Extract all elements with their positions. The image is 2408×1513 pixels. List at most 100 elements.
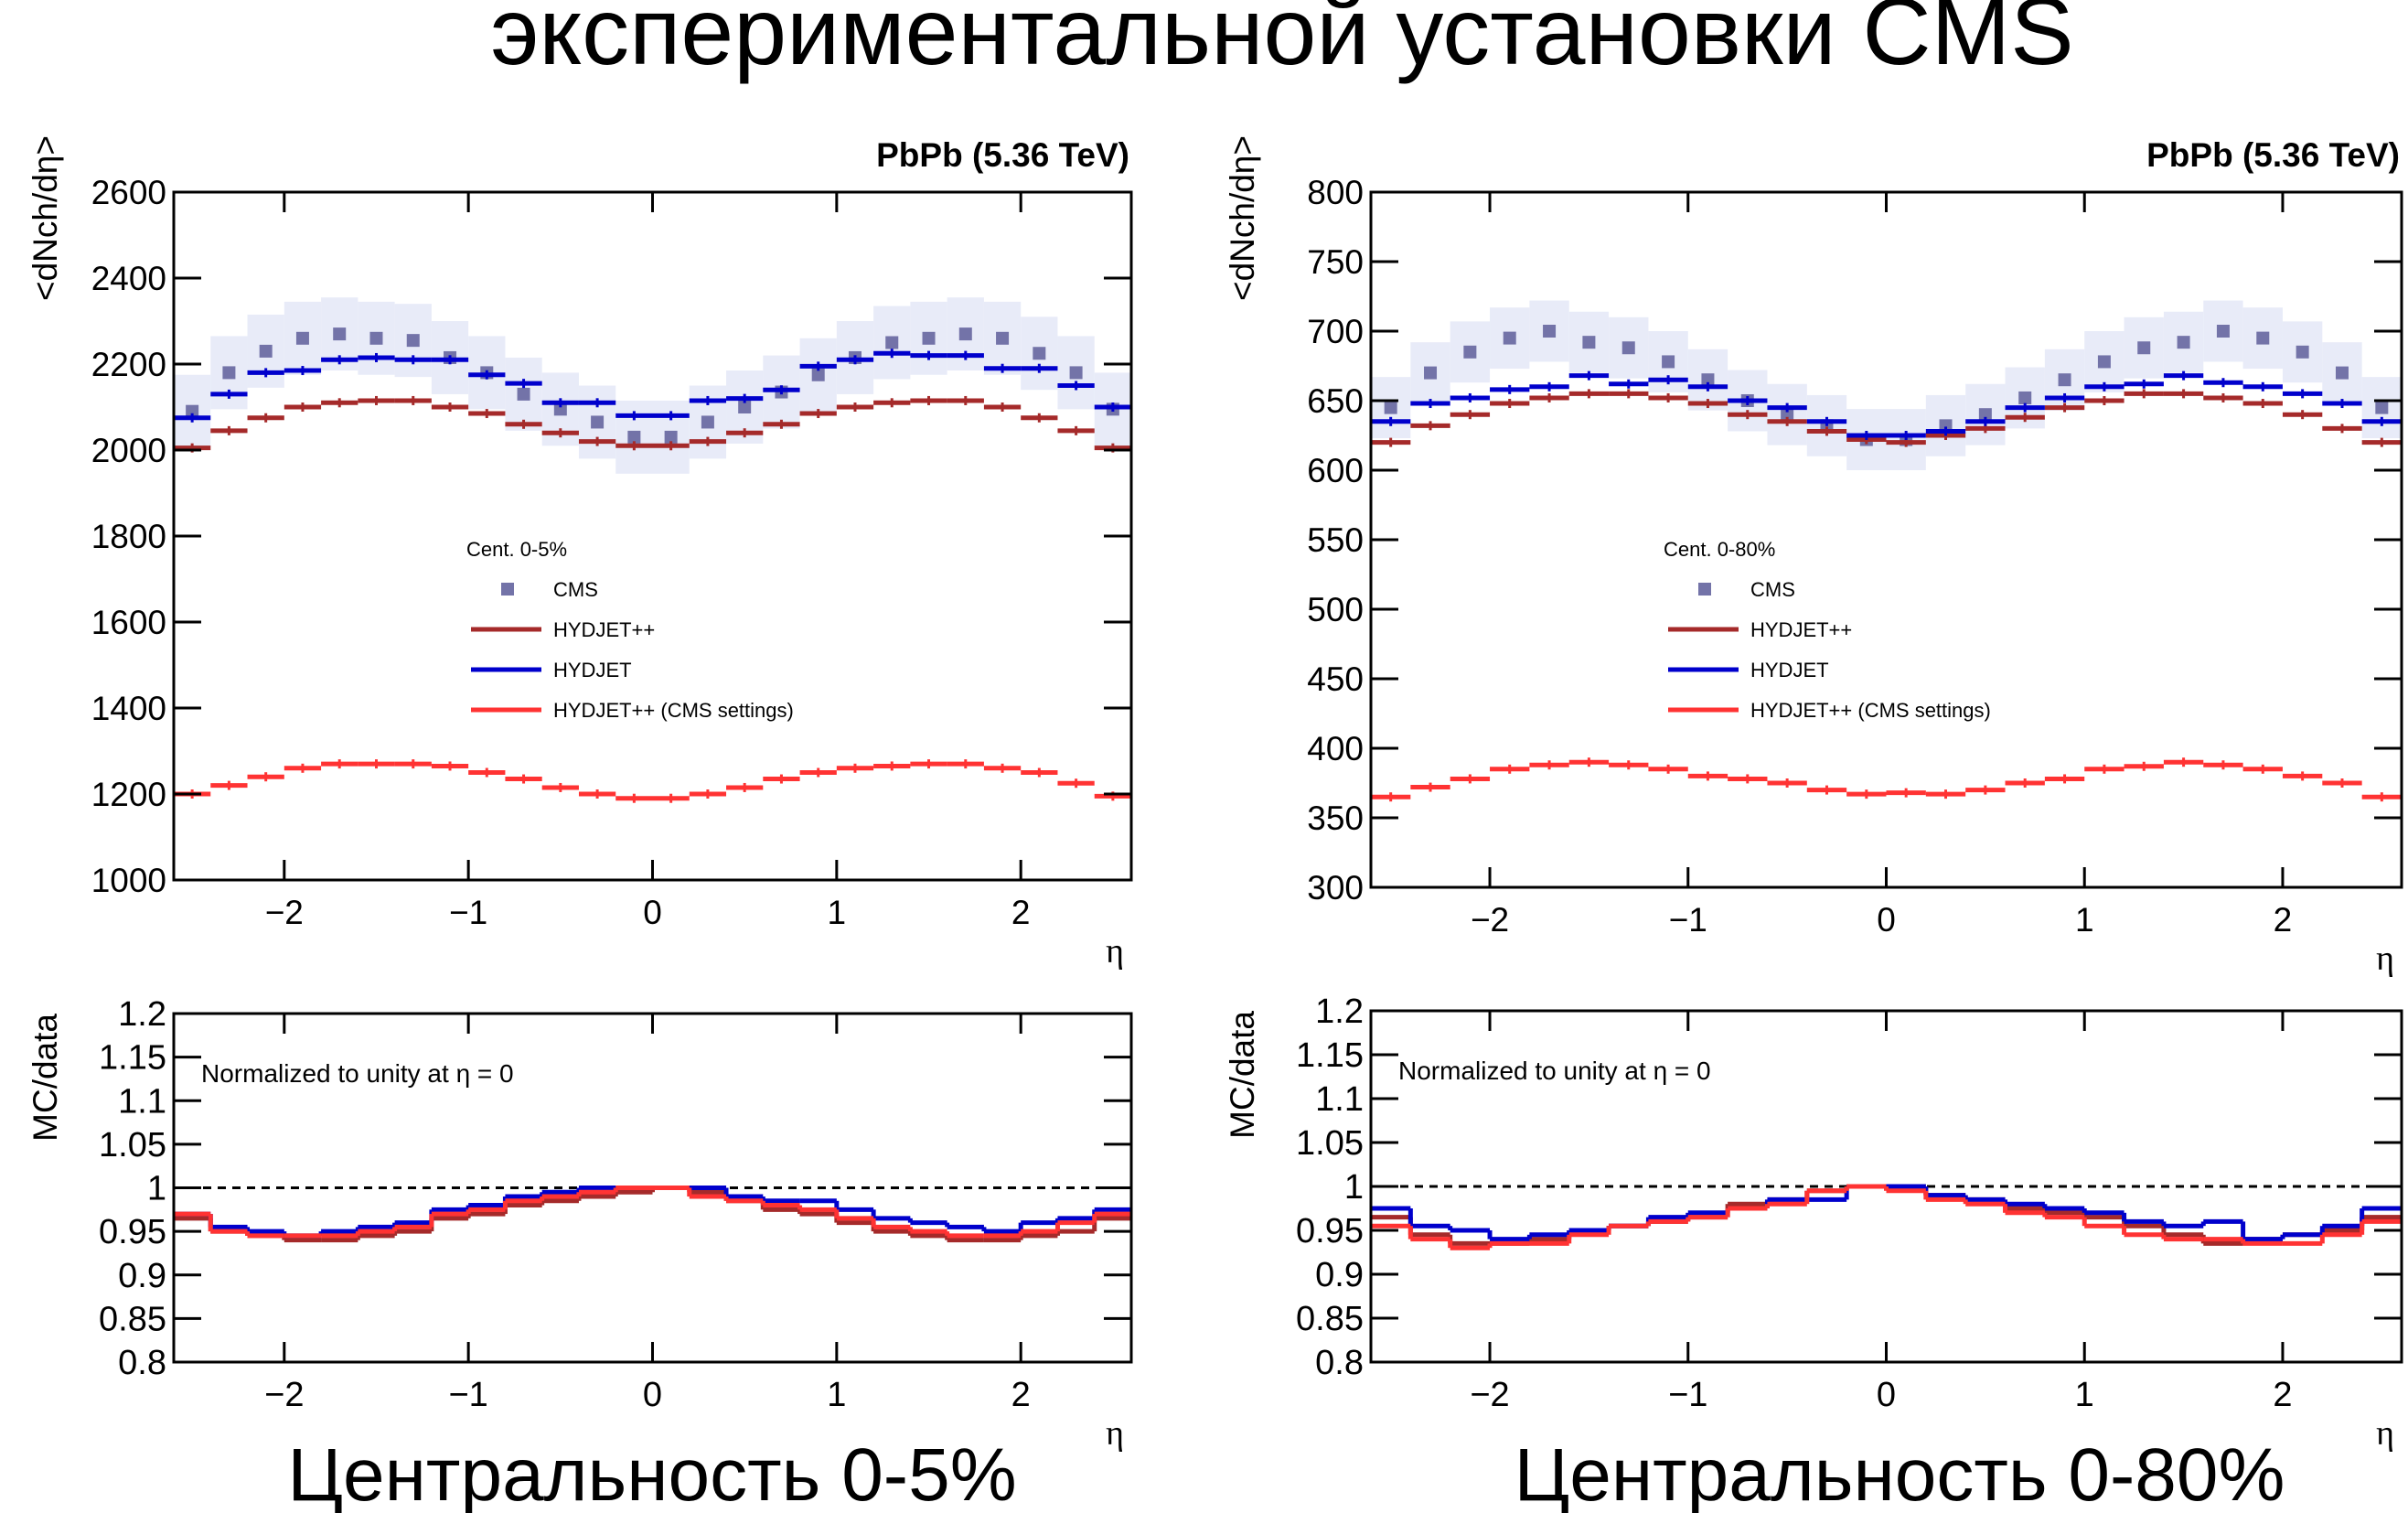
x-tick-label: −1 [1668, 1376, 1707, 1414]
data-point [2335, 366, 2349, 380]
data-point [1503, 331, 1516, 345]
y-tick-label: 2000 [91, 432, 166, 469]
panel-title: PbPb (5.36 TeV) [2146, 136, 2400, 174]
data-point [2137, 341, 2151, 355]
y-tick-label: 2400 [91, 260, 166, 297]
y-tick-label: 1800 [91, 518, 166, 555]
data-point [1033, 347, 1046, 360]
panel-title: PbPb (5.36 TeV) [876, 136, 1129, 174]
data-point [1781, 408, 1794, 422]
y-tick-label: 550 [1307, 521, 1364, 559]
y-tick-label: 1 [147, 1170, 166, 1208]
x-tick-label: 0 [643, 1376, 662, 1414]
data-point [1424, 366, 1438, 380]
y-tick-label: 1000 [91, 862, 166, 899]
y-axis-label: MC/data [1224, 1011, 1261, 1139]
data-point [369, 331, 383, 345]
y-tick-label: 1.15 [99, 1039, 166, 1078]
data-point [664, 430, 678, 444]
y-tick-label: 0.8 [118, 1344, 166, 1382]
data-point [333, 327, 347, 341]
y-tick-label: 0.9 [1315, 1256, 1364, 1294]
data-point [811, 368, 825, 381]
data-point [701, 415, 714, 429]
x-tick-label: 1 [2075, 901, 2094, 939]
y-tick-label: 1.05 [1296, 1124, 1364, 1163]
x-tick-label: 0 [643, 894, 662, 931]
data-point [996, 331, 1010, 345]
data-point [922, 331, 936, 345]
data-point [2058, 373, 2071, 387]
legend-marker [1698, 583, 1711, 596]
y-tick-label: 1.2 [1315, 993, 1364, 1031]
data-point [2375, 401, 2389, 414]
data-point [2216, 325, 2230, 338]
y-tick-label: 600 [1307, 452, 1364, 489]
x-tick-label: 0 [1877, 1376, 1896, 1414]
y-tick-label: 350 [1307, 799, 1364, 837]
data-point [738, 401, 752, 413]
y-axis-label: <dNch/dη> [27, 135, 64, 301]
annotation: Normalized to unity at η = 0 [1398, 1057, 1711, 1085]
data-point [885, 336, 899, 349]
data-point [517, 387, 530, 401]
data-point [1543, 325, 1557, 338]
legend-label: CMS [553, 578, 598, 601]
legend-label: HYDJET++ [553, 618, 655, 641]
data-point [1662, 355, 1675, 369]
y-tick-label: 0.95 [99, 1213, 166, 1251]
data-point [295, 331, 309, 345]
y-tick-label: 1 [1344, 1168, 1364, 1207]
y-tick-label: 2600 [91, 174, 166, 211]
y-tick-label: 800 [1307, 174, 1364, 211]
x-tick-label: −1 [448, 1376, 487, 1414]
x-tick-label: 2 [2273, 1376, 2292, 1414]
data-point [2097, 355, 2111, 369]
x-axis-label: η [2376, 939, 2394, 978]
x-axis-label: η [1106, 1414, 1124, 1453]
data-point [2177, 336, 2190, 349]
y-tick-label: 0.85 [1296, 1300, 1364, 1338]
y-tick-label: 650 [1307, 382, 1364, 420]
data-point [2256, 331, 2270, 345]
legend-label: HYDJET [553, 659, 632, 681]
legend-label: HYDJET [1750, 659, 1829, 681]
y-axis-label: MC/data [27, 1014, 64, 1142]
data-point [2296, 345, 2309, 359]
x-tick-label: −2 [1471, 901, 1509, 939]
y-tick-label: 750 [1307, 243, 1364, 281]
data-point [1621, 341, 1635, 355]
data-point [1582, 336, 1596, 349]
data-point [958, 327, 972, 341]
x-axis-label: η [2376, 1414, 2394, 1453]
y-tick-label: 700 [1307, 313, 1364, 350]
y-tick-label: 1.1 [1315, 1080, 1364, 1119]
data-point [1069, 366, 1083, 380]
legend-title: Cent. 0-80% [1664, 538, 1775, 561]
y-tick-label: 1200 [91, 776, 166, 813]
y-tick-label: 1.2 [118, 995, 166, 1034]
y-tick-label: 1.05 [99, 1126, 166, 1164]
x-tick-label: 1 [827, 1376, 846, 1414]
caption: Центральность 0-5% [287, 1433, 1016, 1513]
data-point [1463, 345, 1477, 359]
legend-label: HYDJET++ [1750, 618, 1852, 641]
x-tick-label: −2 [264, 1376, 304, 1414]
data-point [2018, 391, 2032, 404]
slide-title: экспериментальной установки CMS [490, 0, 2073, 85]
x-tick-label: 2 [1011, 894, 1031, 931]
x-tick-label: 1 [2075, 1376, 2094, 1414]
x-tick-label: −2 [1470, 1376, 1509, 1414]
legend-title: Cent. 0-5% [466, 538, 567, 561]
y-tick-label: 1.15 [1296, 1036, 1364, 1075]
y-tick-label: 500 [1307, 591, 1364, 628]
data-point [1978, 408, 1992, 422]
data-point [186, 404, 199, 418]
legend-label: CMS [1750, 578, 1795, 601]
data-point [406, 334, 420, 348]
y-tick-label: 0.95 [1296, 1212, 1364, 1250]
y-axis-label: <dNch/dη> [1224, 135, 1261, 301]
annotation: Normalized to unity at η = 0 [201, 1059, 514, 1088]
